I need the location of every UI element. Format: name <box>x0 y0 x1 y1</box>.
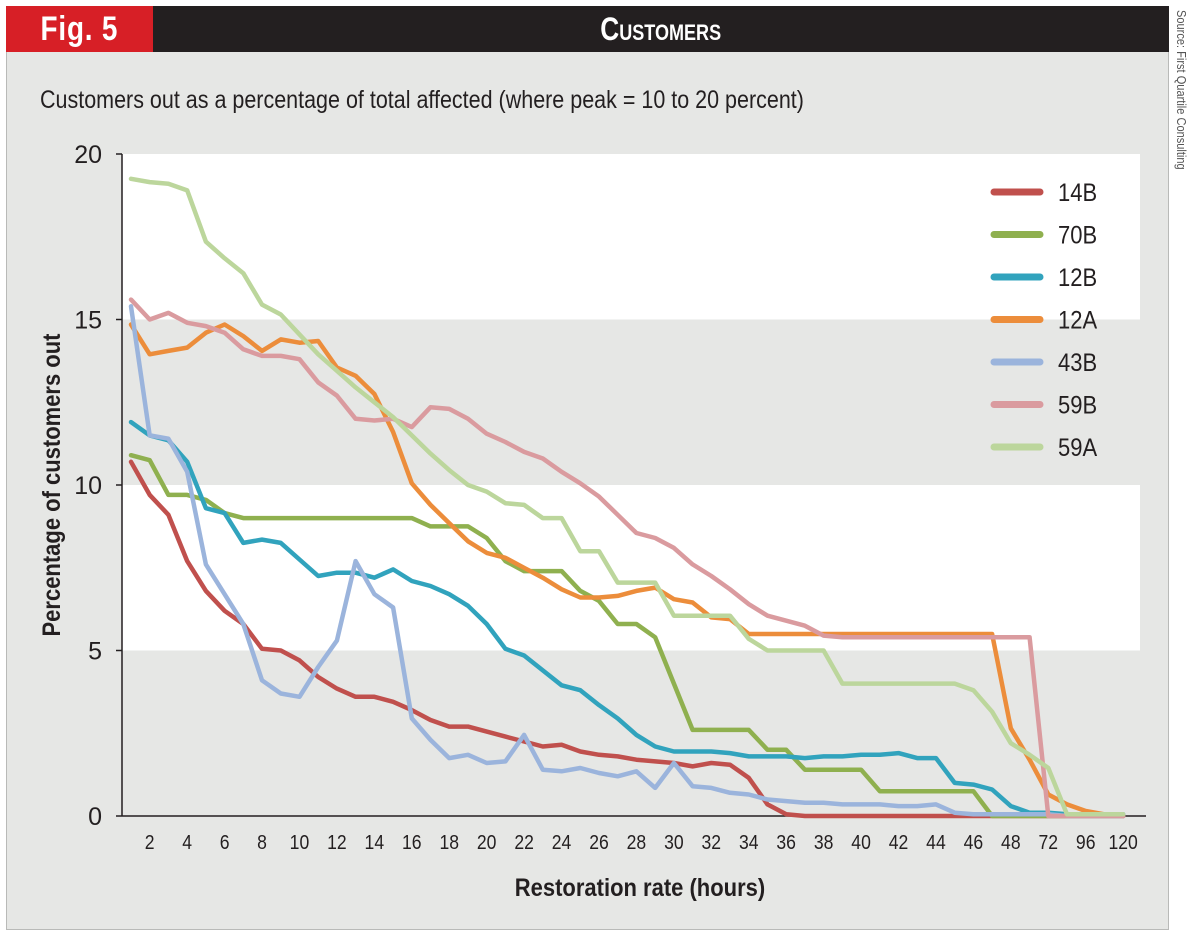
series-line-14B <box>128 459 1126 819</box>
x-tick-label: 42 <box>889 831 909 853</box>
x-tick-label: 46 <box>964 831 984 853</box>
x-tick-label: 40 <box>851 831 871 853</box>
x-tick-label: 96 <box>1076 831 1096 853</box>
legend-label-12B: 12B <box>1058 264 1097 292</box>
x-tick-label: 6 <box>220 831 230 853</box>
x-tick-label: 8 <box>257 831 267 853</box>
source-credit-text: Source: First Quartile Consulting <box>1174 10 1189 170</box>
y-tick-label: 0 <box>88 803 102 831</box>
series-line-12B <box>128 419 1126 817</box>
legend-label-59B: 59B <box>1058 391 1097 419</box>
x-tick-label: 16 <box>402 831 422 853</box>
legend-label-43B: 43B <box>1058 349 1097 377</box>
series-line-59A <box>128 176 1126 817</box>
x-tick-label: 18 <box>439 831 459 853</box>
x-tick-label: 44 <box>926 831 946 853</box>
legend: 14B 70B 12B 12A 43B 59B 59A <box>990 179 1097 462</box>
x-tick-label: 48 <box>1001 831 1021 853</box>
x-axis-label: Restoration rate (hours) <box>515 874 765 902</box>
x-tick-label: 72 <box>1038 831 1058 853</box>
x-tick-label: 32 <box>702 831 722 853</box>
x-tick-label: 20 <box>477 831 497 853</box>
y-tick-label: 20 <box>74 141 102 169</box>
x-tick-label: 36 <box>776 831 796 853</box>
x-tick-label: 14 <box>365 831 385 853</box>
y-tick-label: 5 <box>88 638 102 666</box>
series-line-12A <box>128 322 1126 819</box>
chart-title-text: Customers <box>600 10 722 47</box>
series-line-70B <box>128 452 1126 819</box>
y-tick-label: 15 <box>74 307 102 335</box>
x-tick-label: 26 <box>589 831 609 853</box>
series-line-59B <box>128 297 1126 819</box>
legend-label-59A: 59A <box>1058 434 1097 462</box>
x-tick-label: 12 <box>327 831 347 853</box>
band-10-15 <box>122 319 1140 485</box>
x-tick-label: 2 <box>145 831 155 853</box>
x-tick-label: 24 <box>552 831 572 853</box>
x-tick-label: 120 <box>1108 831 1137 853</box>
y-axis-label: Percentage of customers out <box>38 333 66 636</box>
x-tick-label: 10 <box>290 831 310 853</box>
chart-subtitle: Customers out as a percentage of total a… <box>40 86 928 115</box>
band-15-20 <box>122 154 1140 320</box>
x-tick-label: 34 <box>739 831 759 853</box>
x-tick-label: 30 <box>664 831 684 853</box>
legend-label-70B: 70B <box>1058 221 1097 249</box>
chart-subtitle-text: Customers out as a percentage of total a… <box>40 86 804 114</box>
x-tick-label: 38 <box>814 831 834 853</box>
figure-label: Fig. 5 <box>6 6 153 52</box>
legend-label-12A: 12A <box>1058 306 1097 334</box>
series-line-43B <box>128 304 1126 819</box>
x-axis-ticks: 2 4 6 8 10 12 14 16 18 20 22 24 26 28 30 32 34 36 38 40 42 44… <box>145 831 1138 853</box>
background-bands <box>122 154 1140 816</box>
header-bar <box>6 6 1169 52</box>
x-tick-label: 28 <box>627 831 647 853</box>
x-tick-label: 22 <box>514 831 534 853</box>
source-credit: Source: First Quartile Consulting <box>1174 10 1189 198</box>
chart-title: Customers <box>153 6 1169 52</box>
legend-label-14B: 14B <box>1058 179 1097 207</box>
figure-label-text: Fig. 5 <box>40 9 119 48</box>
y-tick-label: 10 <box>74 472 102 500</box>
y-axis-ticks: 0 5 10 15 20 <box>74 141 122 831</box>
band-0-5 <box>122 650 1140 816</box>
series-lines <box>128 176 1126 819</box>
x-tick-label: 4 <box>182 831 192 853</box>
